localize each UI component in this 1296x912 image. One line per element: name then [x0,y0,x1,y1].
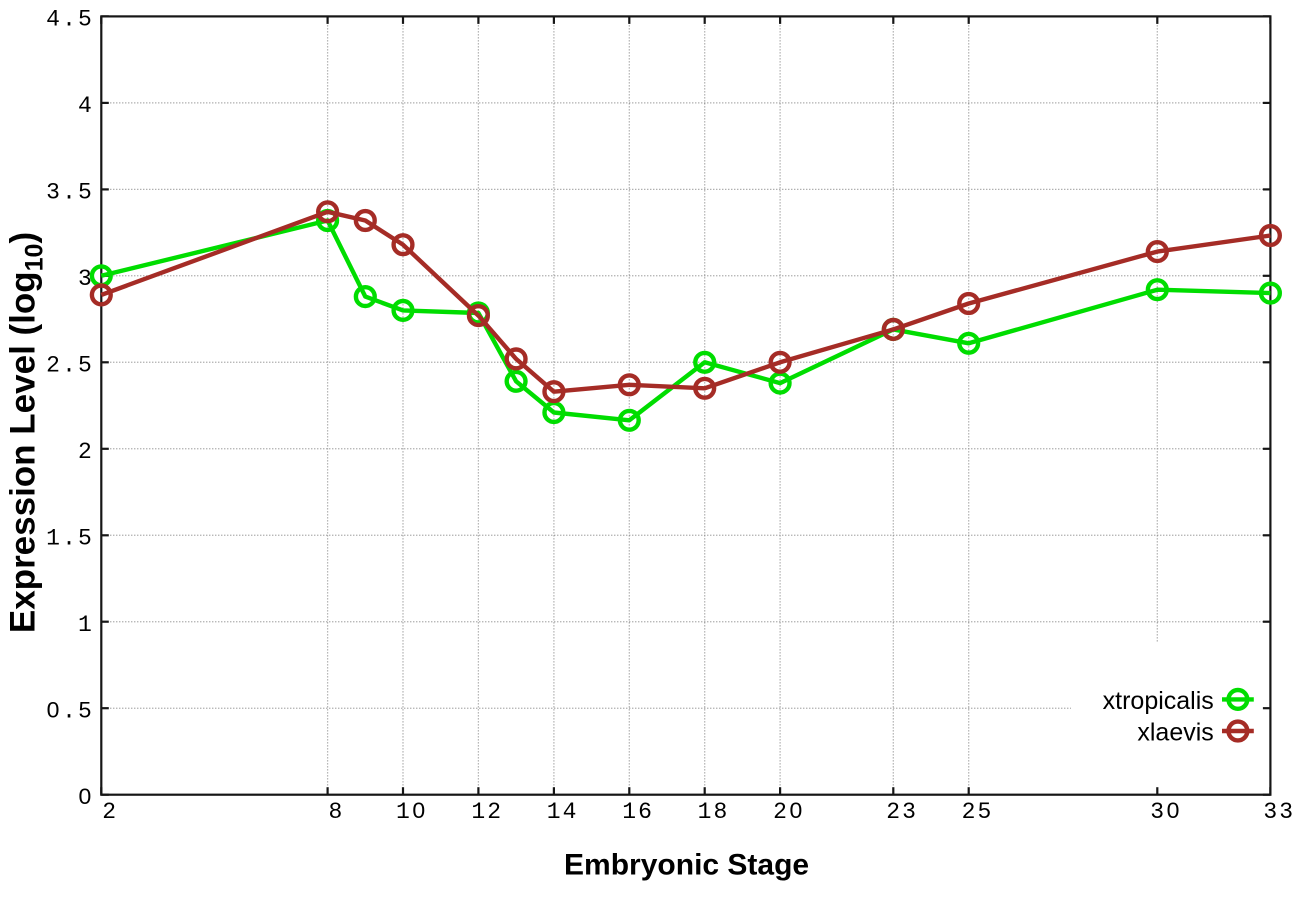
svg-text:Expression Level (log10): Expression Level (log10) [4,232,49,633]
svg-text:2: 2 [78,439,94,465]
svg-text:16: 16 [622,799,654,825]
svg-text:3.5: 3.5 [46,180,94,206]
svg-text:4.5: 4.5 [46,7,94,33]
svg-text:14: 14 [547,799,579,825]
svg-text:10: 10 [396,799,428,825]
svg-text:2.5: 2.5 [46,353,94,379]
svg-text:23: 23 [886,799,918,825]
svg-text:8: 8 [328,799,344,825]
svg-text:20: 20 [773,799,805,825]
svg-text:30: 30 [1150,799,1182,825]
svg-text:1: 1 [78,612,94,638]
svg-text:4: 4 [78,93,94,119]
svg-text:xtropicalis: xtropicalis [1103,687,1214,715]
svg-text:2: 2 [102,799,118,825]
svg-text:18: 18 [698,799,730,825]
svg-text:Embryonic Stage: Embryonic Stage [564,849,809,882]
svg-text:3: 3 [78,266,94,292]
svg-text:1.5: 1.5 [46,526,94,552]
svg-text:xlaevis: xlaevis [1137,719,1213,747]
svg-text:12: 12 [471,799,503,825]
svg-text:25: 25 [962,799,994,825]
svg-text:33: 33 [1263,799,1295,825]
